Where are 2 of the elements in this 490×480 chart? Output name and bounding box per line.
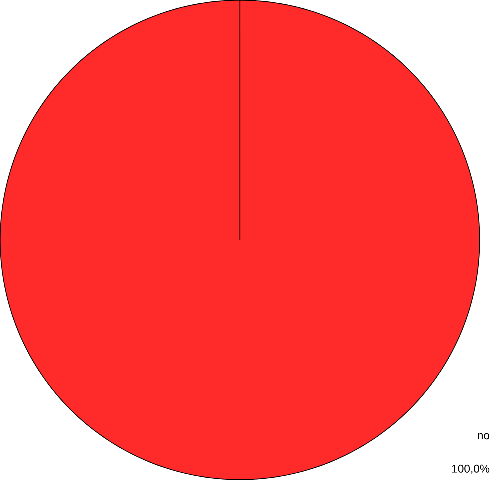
slice-label: no bbox=[478, 433, 490, 440]
data-label: 100,0% bbox=[452, 464, 490, 474]
